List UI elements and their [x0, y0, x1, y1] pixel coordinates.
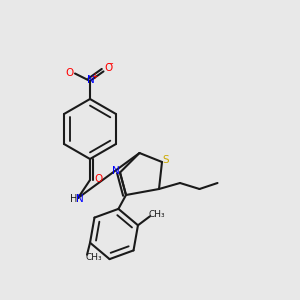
Text: CH₃: CH₃ [85, 253, 102, 262]
Text: N: N [112, 166, 120, 176]
Text: −: − [106, 59, 114, 68]
Text: O: O [65, 68, 74, 79]
Text: O: O [105, 63, 113, 74]
Text: N: N [87, 75, 94, 85]
Text: +: + [91, 72, 97, 81]
Text: S: S [163, 155, 169, 165]
Text: H: H [70, 194, 77, 205]
Text: CH₃: CH₃ [148, 210, 165, 219]
Text: N: N [76, 194, 83, 205]
Text: O: O [95, 173, 103, 184]
